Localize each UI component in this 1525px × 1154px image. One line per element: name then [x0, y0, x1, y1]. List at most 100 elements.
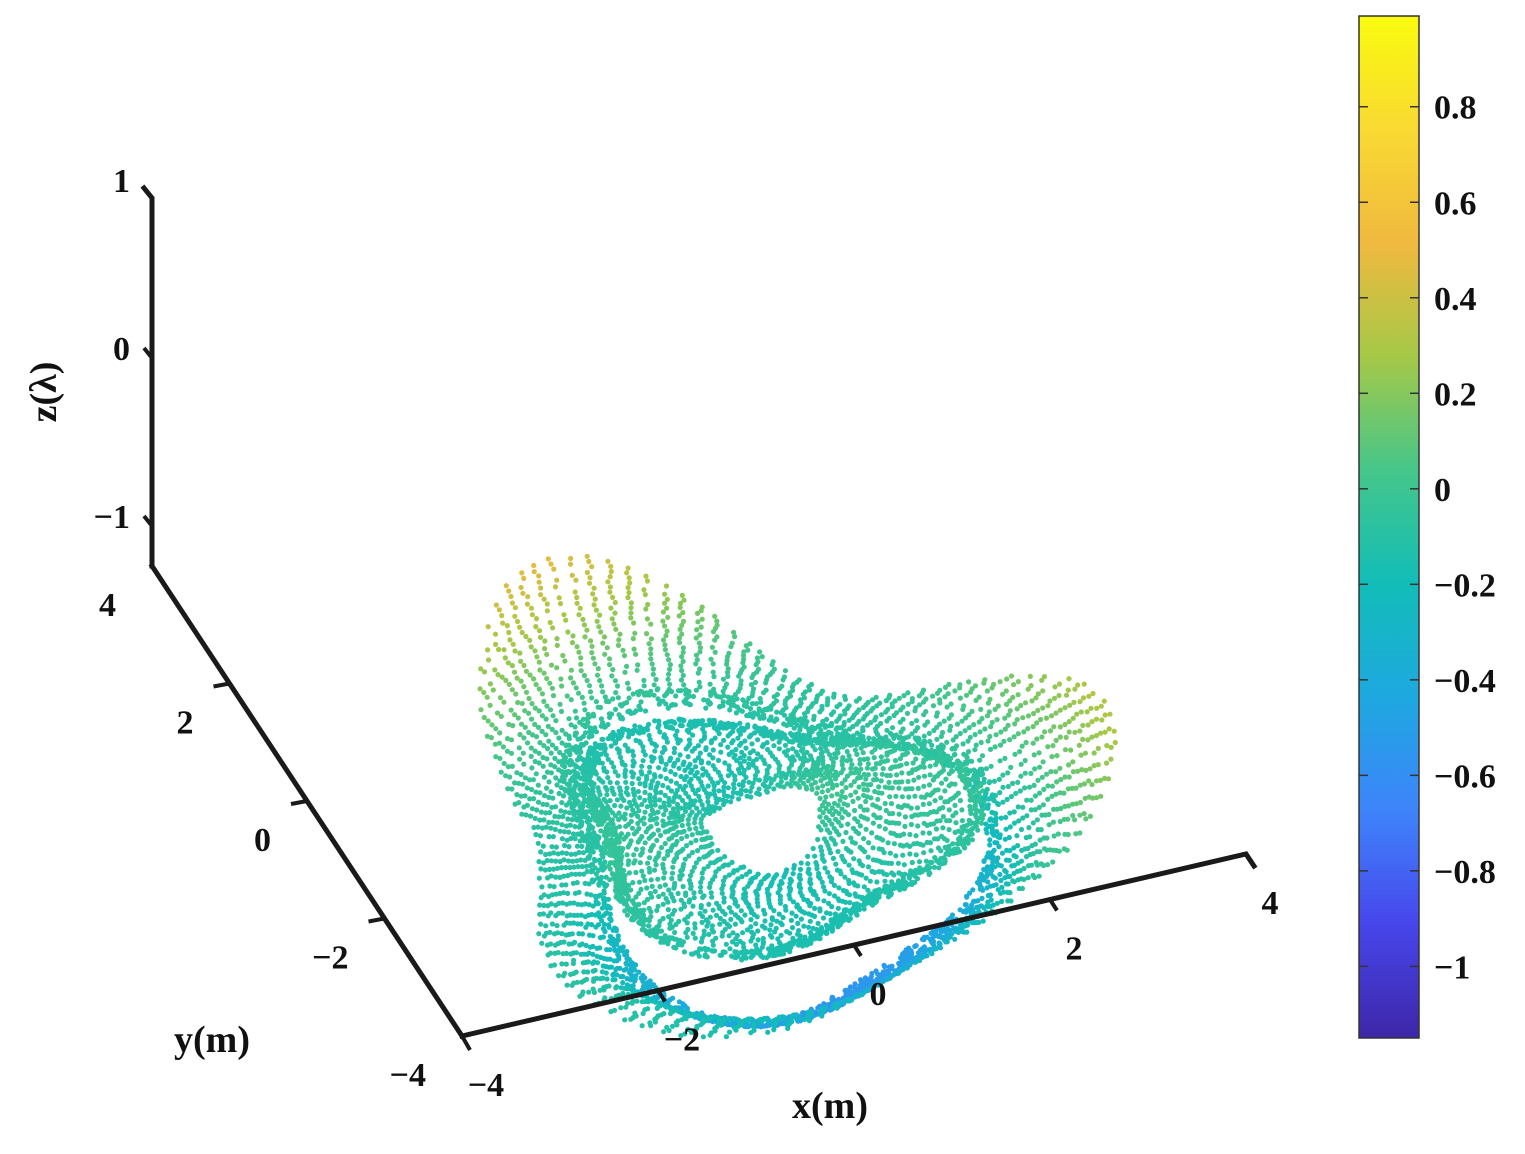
- scatter-point: [566, 844, 572, 850]
- scatter-point: [822, 799, 828, 805]
- scatter-point: [568, 722, 574, 728]
- scatter-point: [632, 723, 638, 729]
- scatter-point: [883, 807, 889, 814]
- scatter-point: [766, 763, 772, 770]
- scatter-point: [733, 936, 739, 942]
- scatter-point: [755, 937, 761, 943]
- scatter-point: [559, 740, 565, 746]
- scatter-point: [635, 820, 641, 827]
- scatter-point: [651, 772, 658, 778]
- scatter-point: [824, 781, 831, 787]
- scatter-point: [940, 825, 946, 831]
- scatter-point: [752, 772, 759, 779]
- scatter-point: [609, 673, 615, 679]
- scatter-point: [708, 860, 714, 866]
- scatter-point: [733, 941, 740, 948]
- scatter-point: [856, 707, 862, 713]
- scatter-point: [637, 781, 643, 787]
- scatter-point: [596, 882, 602, 888]
- scatter-point: [957, 730, 963, 737]
- scatter-point: [636, 890, 642, 897]
- scatter-point: [882, 800, 888, 807]
- scatter-point: [739, 919, 745, 925]
- scatter-point: [586, 734, 592, 740]
- scatter-point: [680, 645, 687, 651]
- scatter-point: [721, 784, 727, 790]
- scatter-point: [662, 792, 668, 798]
- scatter-point: [640, 873, 646, 879]
- scatter-point: [614, 890, 620, 896]
- scatter-point: [743, 788, 749, 794]
- scatter-point: [728, 916, 734, 923]
- scatter-point: [985, 850, 991, 857]
- scatter-point: [771, 718, 778, 724]
- scatter-point: [989, 827, 995, 833]
- scatter-point: [812, 853, 818, 859]
- scatter-point: [626, 870, 633, 876]
- scatter-point: [606, 922, 612, 928]
- scatter-point: [749, 741, 755, 747]
- scatter-point: [529, 806, 536, 812]
- scatter-point: [668, 778, 674, 784]
- scatter-point: [537, 817, 543, 823]
- scatter-point: [552, 755, 558, 762]
- scatter-point: [617, 870, 623, 876]
- scatter-point: [640, 758, 646, 764]
- scatter-point: [633, 894, 639, 900]
- scatter-point: [827, 850, 834, 856]
- scatter-point: [996, 776, 1002, 783]
- scatter-point: [568, 675, 574, 681]
- scatter-point: [658, 928, 665, 934]
- scatter-point: [857, 740, 863, 746]
- scatter-point: [684, 727, 690, 734]
- scatter-point: [669, 875, 675, 882]
- scatter-point: [865, 772, 871, 778]
- scatter-point: [938, 795, 944, 801]
- scatter-point: [739, 874, 745, 880]
- scatter-point: [630, 807, 636, 813]
- scatter-point: [852, 747, 859, 753]
- scatter-point: [636, 776, 642, 782]
- scatter-point: [788, 940, 795, 946]
- scatter-point: [769, 916, 776, 923]
- scatter-point: [686, 899, 692, 905]
- scatter-point: [899, 879, 905, 885]
- scatter-point: [696, 793, 702, 800]
- scatter-point: [928, 848, 934, 854]
- scatter-point: [615, 933, 621, 939]
- scatter-point: [621, 901, 627, 907]
- scatter-point: [851, 779, 858, 785]
- scatter-point: [729, 953, 735, 959]
- scatter-point: [521, 735, 527, 741]
- scatter-point: [749, 701, 756, 707]
- scatter-point: [570, 831, 577, 837]
- scatter-point: [568, 778, 575, 784]
- scatter-point: [710, 942, 716, 948]
- scatter-point: [606, 699, 612, 705]
- scatter-point: [695, 830, 701, 836]
- scatter-point: [648, 656, 654, 662]
- scatter-point: [956, 836, 962, 842]
- scatter-point: [754, 914, 760, 920]
- scatter-point: [942, 860, 948, 866]
- scatter-point: [937, 750, 943, 757]
- scatter-point: [743, 871, 750, 877]
- scatter-point: [532, 705, 538, 711]
- scatter-point: [558, 808, 564, 814]
- scatter-point: [846, 737, 852, 743]
- scatter-point: [537, 740, 543, 746]
- scatter-point: [844, 773, 851, 779]
- scatter-point: [952, 781, 958, 787]
- scatter-point: [849, 742, 855, 748]
- scatter-point: [822, 888, 828, 894]
- scatter-point: [738, 950, 744, 956]
- scatter-point: [902, 823, 908, 830]
- scatter-point: [710, 929, 717, 935]
- scatter-point: [688, 840, 694, 846]
- scatter-point: [993, 732, 999, 738]
- scatter-point: [696, 856, 702, 862]
- scatter-point: [656, 765, 662, 771]
- scatter-point: [972, 771, 979, 777]
- scatter-point: [557, 701, 563, 707]
- scatter-point: [718, 749, 724, 755]
